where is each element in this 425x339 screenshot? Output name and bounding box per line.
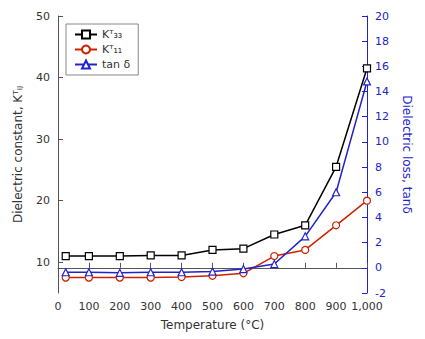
svg-text:Kᵀ₁₁: Kᵀ₁₁ bbox=[102, 43, 122, 56]
svg-text:800: 800 bbox=[295, 300, 316, 313]
svg-text:20: 20 bbox=[375, 10, 389, 23]
svg-text:200: 200 bbox=[109, 300, 130, 313]
svg-text:1,000: 1,000 bbox=[351, 300, 383, 313]
svg-text:4: 4 bbox=[375, 211, 382, 224]
svg-text:30: 30 bbox=[36, 133, 50, 146]
svg-text:14: 14 bbox=[375, 85, 389, 98]
svg-text:400: 400 bbox=[171, 300, 192, 313]
svg-text:10: 10 bbox=[375, 135, 389, 148]
svg-text:600: 600 bbox=[233, 300, 254, 313]
svg-text:50: 50 bbox=[36, 10, 50, 23]
svg-text:0: 0 bbox=[375, 261, 382, 274]
svg-text:18: 18 bbox=[375, 35, 389, 48]
svg-text:16: 16 bbox=[375, 60, 389, 73]
svg-text:500: 500 bbox=[202, 300, 223, 313]
svg-text:0: 0 bbox=[55, 300, 62, 313]
svg-text:700: 700 bbox=[264, 300, 285, 313]
svg-text:100: 100 bbox=[78, 300, 99, 313]
svg-text:Temperature (°C): Temperature (°C) bbox=[160, 318, 265, 332]
svg-text:Kᵀ₃₃: Kᵀ₃₃ bbox=[102, 28, 122, 41]
svg-text:10: 10 bbox=[36, 256, 50, 269]
svg-text:Dielectric loss, tanδ: Dielectric loss, tanδ bbox=[400, 95, 414, 213]
svg-text:6: 6 bbox=[375, 186, 382, 199]
svg-text:2: 2 bbox=[375, 236, 382, 249]
svg-text:40: 40 bbox=[36, 71, 50, 84]
svg-text:12: 12 bbox=[375, 110, 389, 123]
svg-text:900: 900 bbox=[326, 300, 347, 313]
svg-text:tan δ: tan δ bbox=[102, 58, 131, 71]
svg-text:Dielectric constant, Kᵀᵢⱼ: Dielectric constant, Kᵀᵢⱼ bbox=[11, 86, 25, 223]
svg-text:-2: -2 bbox=[375, 287, 386, 300]
svg-text:20: 20 bbox=[36, 194, 50, 207]
svg-text:8: 8 bbox=[375, 161, 382, 174]
svg-text:300: 300 bbox=[140, 300, 161, 313]
